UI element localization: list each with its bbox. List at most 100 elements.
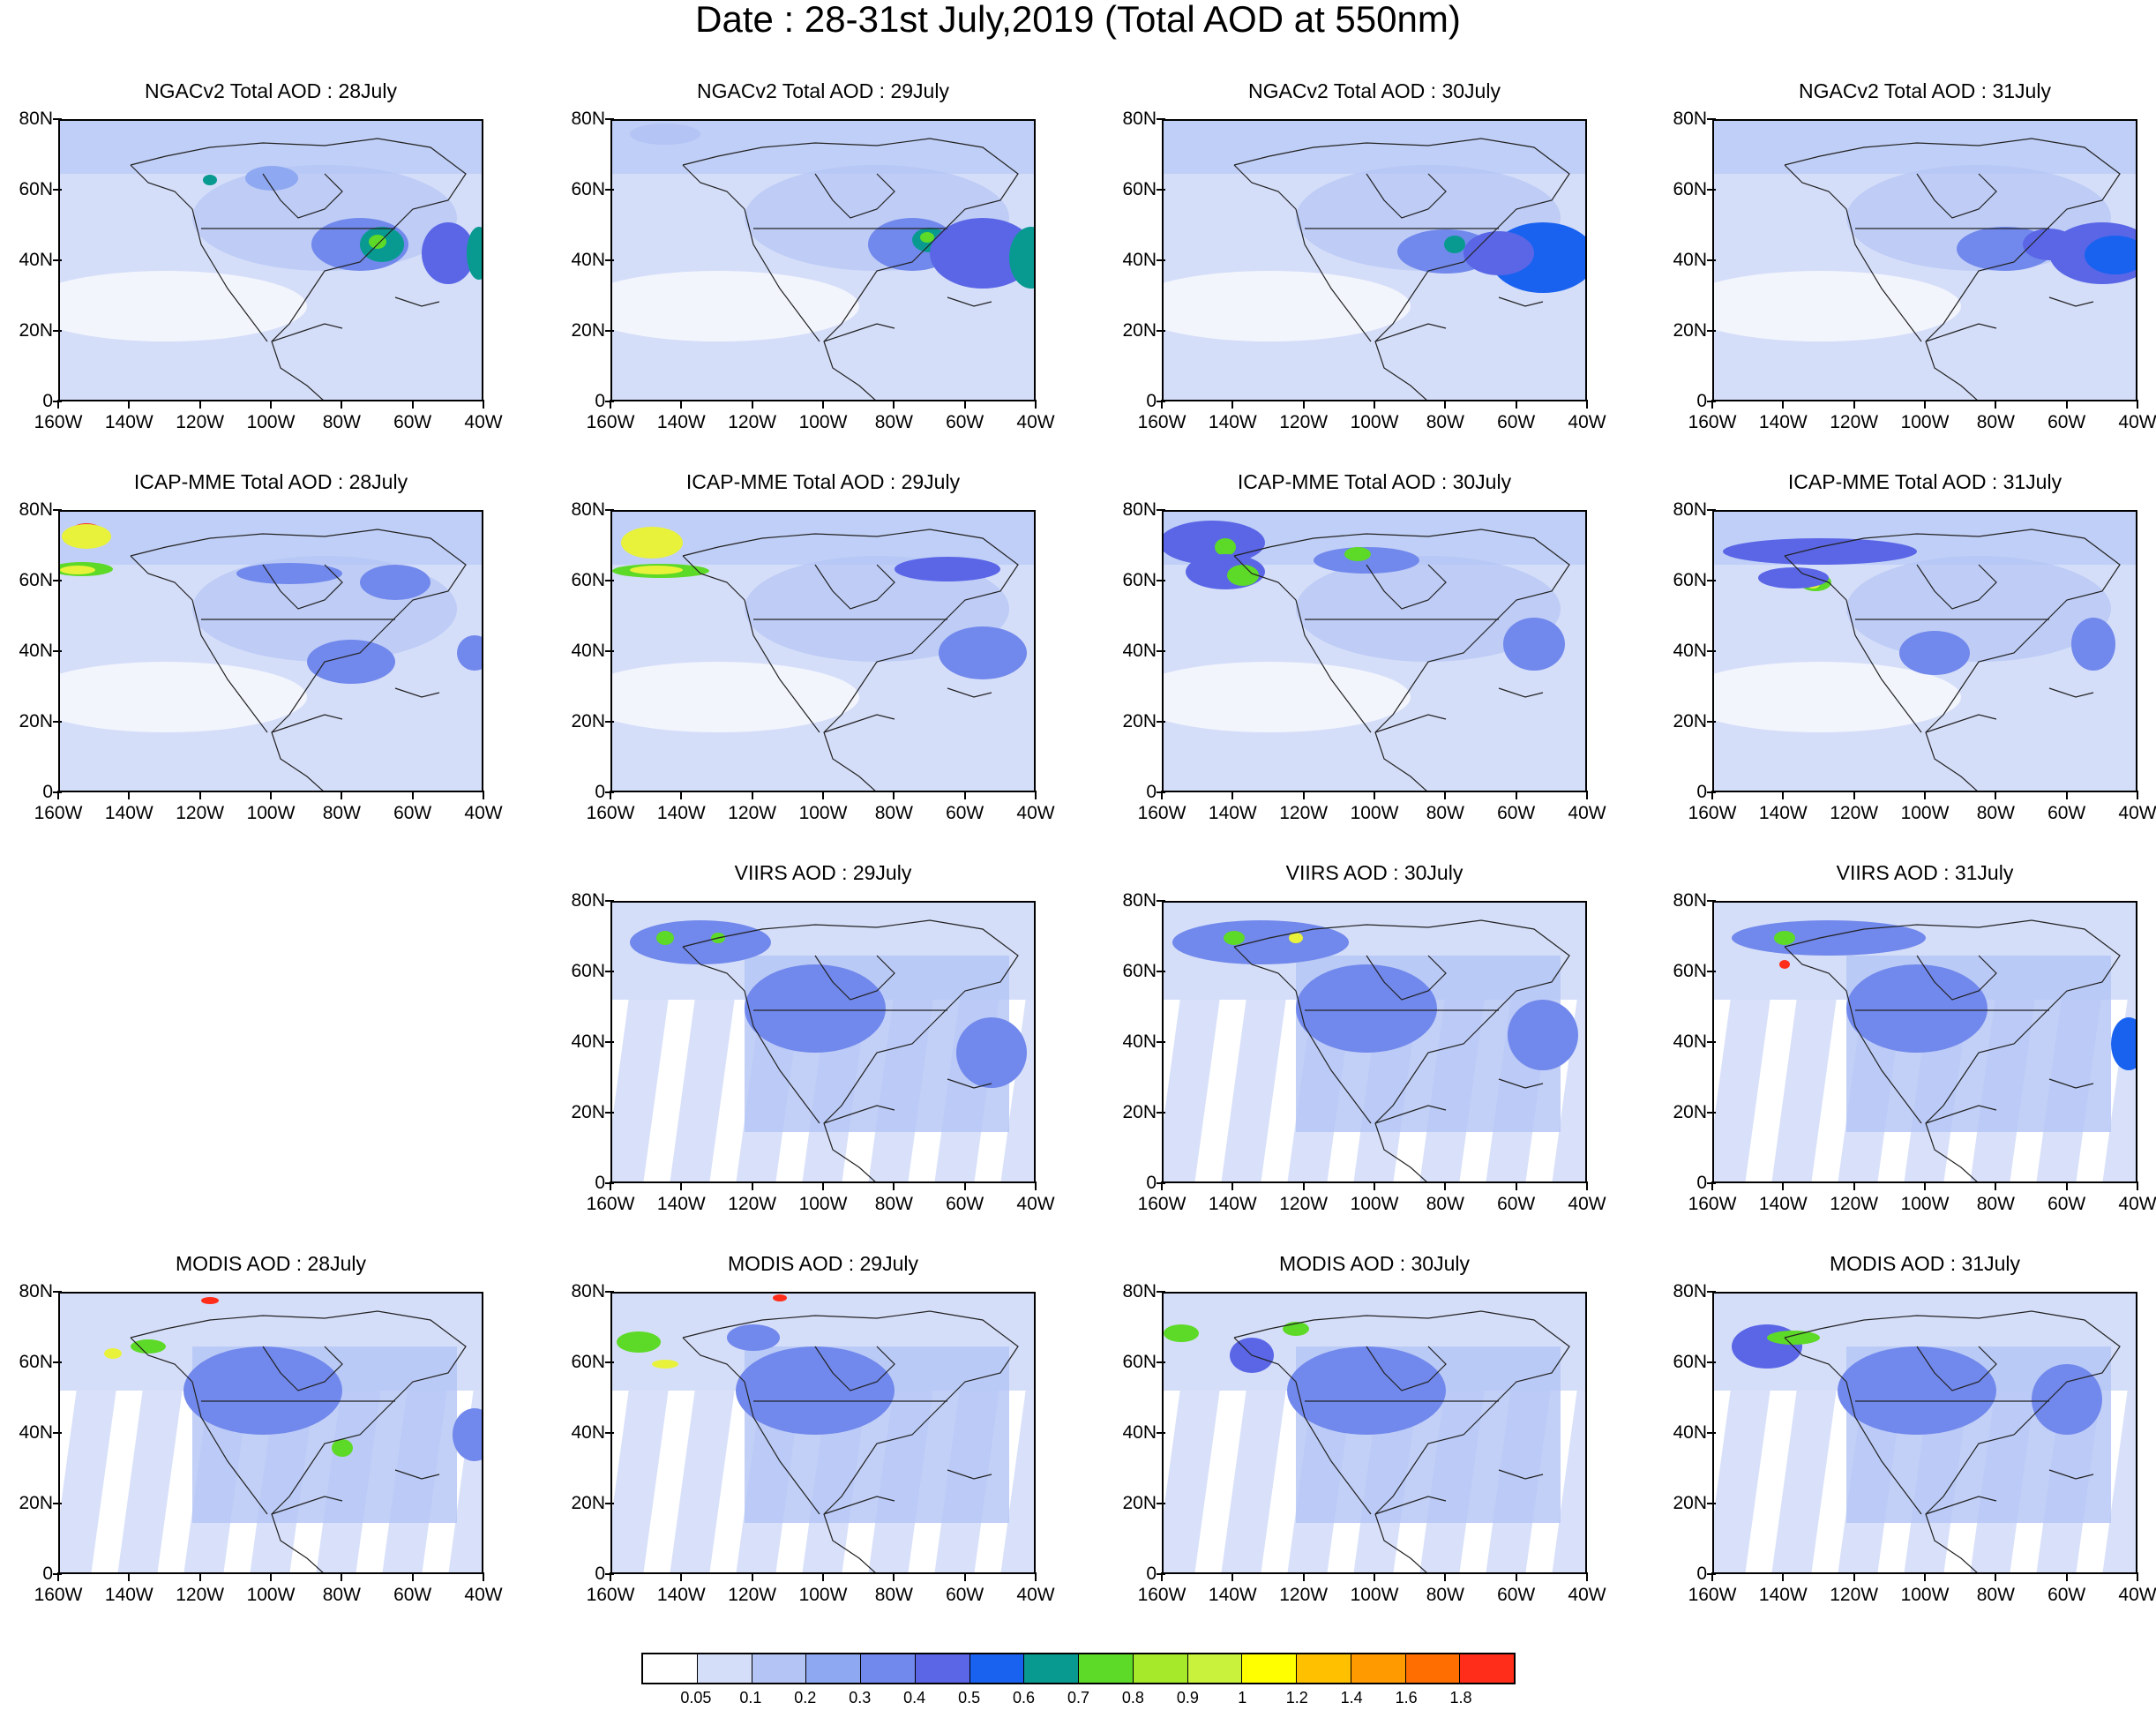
aod-field	[1164, 1294, 1585, 1572]
lat-tick-label: 20N	[1122, 1493, 1157, 1513]
aod-field	[612, 1294, 1034, 1572]
aod-field	[612, 121, 1034, 400]
lat-tick	[605, 721, 614, 723]
panel-title: ICAP-MME Total AOD : 31July	[1787, 470, 2062, 493]
lat-tick-label: 0	[1146, 1173, 1157, 1193]
colorbar-label: 1.4	[1340, 1689, 1363, 1706]
lon-tick	[1853, 400, 1855, 409]
colorbar-label: 0.3	[849, 1689, 872, 1706]
swath-stripe	[612, 991, 670, 1181]
lon-tick-label: 40W	[464, 803, 503, 823]
aod-plume	[1723, 538, 1917, 565]
lon-tick-label: 120W	[1830, 1194, 1879, 1214]
coastline	[1233, 1310, 1570, 1572]
lon-tick-label: 140W	[656, 803, 706, 823]
lat-tick-label: 60N	[1122, 1352, 1157, 1372]
swath-stripe	[1552, 1382, 1585, 1572]
swath-stripe	[1714, 991, 1771, 1181]
lon-tick	[1711, 791, 1713, 799]
colorbar-box	[1079, 1654, 1134, 1683]
panel-title: NGACv2 Total AOD : 30July	[1248, 79, 1501, 102]
colorbar-label: 0.4	[903, 1689, 926, 1706]
lon-tick	[1515, 400, 1517, 409]
lat-tick-label: 40N	[571, 641, 605, 661]
colorbar-box	[1460, 1654, 1514, 1683]
lon-tick	[822, 791, 824, 799]
lon-tick	[1924, 400, 1926, 409]
aod-map	[1712, 119, 2137, 401]
lat-tick-label: 20N	[1673, 1493, 1707, 1513]
lon-tick	[270, 791, 272, 799]
lon-tick	[1711, 1572, 1713, 1581]
lon-tick	[2137, 400, 2138, 409]
lon-tick-label: 60W	[2047, 412, 2086, 432]
lon-tick	[57, 400, 59, 409]
colorbar-box	[861, 1654, 916, 1683]
lat-tick-label: 80N	[19, 109, 53, 129]
lon-tick	[1302, 1572, 1305, 1581]
lon-tick	[610, 1572, 611, 1581]
colorbar-label: 0.1	[739, 1689, 762, 1706]
lon-tick-label: 60W	[2047, 803, 2086, 823]
colorbar-label: 0.5	[958, 1689, 981, 1706]
aod-map	[610, 1292, 1036, 1574]
aod-plume	[236, 563, 342, 584]
lon-tick-label: 80W	[1976, 1194, 2015, 1214]
aod-map	[58, 510, 483, 792]
lat-tick	[1157, 330, 1165, 332]
lon-tick-label: 140W	[1758, 1194, 1808, 1214]
aod-plume	[1464, 231, 1534, 275]
lon-tick	[1374, 1572, 1375, 1581]
colorbar-box	[1133, 1654, 1188, 1683]
aod-plume	[1767, 1331, 1820, 1345]
lon-tick-label: 60W	[393, 412, 432, 432]
lat-tick-label: 40N	[1673, 1031, 1707, 1052]
lon-tick-label: 40W	[2118, 1194, 2156, 1214]
lon-tick-label: 120W	[1279, 803, 1329, 823]
lat-tick-label: 40N	[571, 1422, 605, 1443]
lon-tick-label: 80W	[322, 1585, 361, 1605]
lat-tick-label: 60N	[19, 179, 53, 199]
lon-tick	[198, 1572, 201, 1581]
lon-tick	[1995, 1572, 1997, 1581]
lon-tick	[1782, 1572, 1785, 1581]
lat-tick-label: 60N	[1673, 179, 1707, 199]
aod-plume	[1164, 1324, 1199, 1342]
lon-tick	[128, 400, 131, 409]
lat-tick-label: 40N	[1122, 1031, 1157, 1052]
lat-tick-label: 40N	[1122, 641, 1157, 661]
colorbar-label: 1.8	[1449, 1689, 1472, 1706]
lat-tick-label: 0	[595, 391, 605, 411]
aod-plume	[1296, 964, 1437, 1053]
lat-tick	[1707, 259, 1716, 261]
lat-tick	[1157, 1361, 1165, 1363]
lon-tick-label: 120W	[728, 1194, 777, 1214]
coastline	[1784, 138, 2121, 400]
lon-tick-label: 140W	[656, 1194, 706, 1214]
lon-tick-label: 100W	[798, 412, 848, 432]
aod-plume	[360, 565, 430, 600]
lon-tick	[1586, 400, 1588, 409]
coastline	[682, 919, 1019, 1181]
lon-tick-label: 160W	[34, 412, 83, 432]
swath-stripe	[1000, 1382, 1034, 1572]
lat-tick-label: 80N	[19, 499, 53, 520]
lat-tick	[53, 1432, 62, 1434]
lat-tick	[53, 1291, 62, 1293]
aod-plume	[652, 1360, 678, 1369]
lon-tick	[893, 791, 895, 799]
lat-tick-label: 20N	[1122, 711, 1157, 731]
lon-tick	[1302, 1181, 1305, 1190]
swath-stripe	[1164, 991, 1221, 1181]
lon-tick	[1374, 1181, 1375, 1190]
lon-tick-label: 140W	[1758, 1585, 1808, 1605]
lon-tick-label: 60W	[1497, 412, 1536, 432]
aod-plume	[930, 218, 1034, 289]
aod-map	[1162, 1292, 1587, 1574]
lat-tick	[53, 189, 62, 191]
lon-tick	[1374, 400, 1375, 409]
lon-tick-label: 80W	[322, 803, 361, 823]
colorbar-label: 1.6	[1395, 1689, 1418, 1706]
lon-tick	[1444, 400, 1447, 409]
aod-plume	[630, 124, 700, 145]
